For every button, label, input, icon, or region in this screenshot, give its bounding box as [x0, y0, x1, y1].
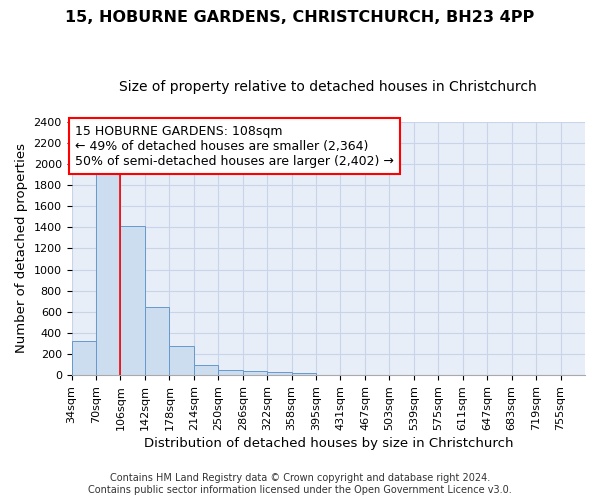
- Text: 15 HOBURNE GARDENS: 108sqm
← 49% of detached houses are smaller (2,364)
50% of s: 15 HOBURNE GARDENS: 108sqm ← 49% of deta…: [75, 124, 394, 168]
- Y-axis label: Number of detached properties: Number of detached properties: [15, 144, 28, 354]
- Bar: [169, 346, 194, 376]
- Bar: [218, 370, 242, 376]
- Bar: [292, 374, 316, 376]
- Bar: [242, 371, 267, 376]
- Bar: [145, 307, 169, 376]
- Text: 15, HOBURNE GARDENS, CHRISTCHURCH, BH23 4PP: 15, HOBURNE GARDENS, CHRISTCHURCH, BH23 …: [65, 10, 535, 25]
- Bar: [121, 226, 145, 376]
- X-axis label: Distribution of detached houses by size in Christchurch: Distribution of detached houses by size …: [143, 437, 513, 450]
- Bar: [96, 168, 121, 376]
- Bar: [194, 365, 218, 376]
- Bar: [267, 372, 292, 376]
- Bar: [71, 341, 96, 376]
- Title: Size of property relative to detached houses in Christchurch: Size of property relative to detached ho…: [119, 80, 537, 94]
- Text: Contains HM Land Registry data © Crown copyright and database right 2024.
Contai: Contains HM Land Registry data © Crown c…: [88, 474, 512, 495]
